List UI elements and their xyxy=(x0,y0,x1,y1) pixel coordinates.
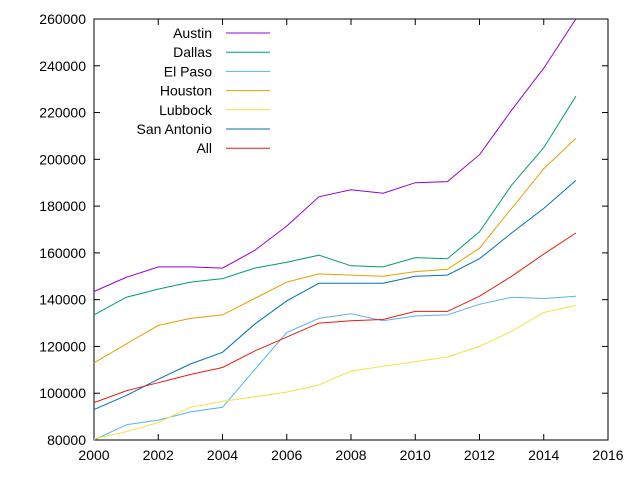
legend-label-lubbock: Lubbock xyxy=(159,102,213,118)
x-tick-label: 2002 xyxy=(143,447,174,463)
y-tick-label: 120000 xyxy=(39,338,86,354)
series-lines xyxy=(93,18,577,441)
y-tick-label: 100000 xyxy=(39,385,86,401)
y-tick-label: 260000 xyxy=(39,11,86,27)
x-tick-label: 2000 xyxy=(78,447,109,463)
legend-label-san-antonio: San Antonio xyxy=(136,121,212,137)
y-tick-label: 200000 xyxy=(39,151,86,167)
legend-label-houston: Houston xyxy=(160,83,212,99)
x-tick-label: 2012 xyxy=(464,447,495,463)
y-tick-label: 140000 xyxy=(39,292,86,308)
legend: Austin Dallas El Paso Houston Lubbock San Ant… xyxy=(136,25,270,156)
series-line-austin xyxy=(93,18,577,292)
series-line-all xyxy=(93,232,577,404)
x-tick-label: 2004 xyxy=(207,447,238,463)
series-line-san-antonio xyxy=(93,180,577,411)
legend-label-el-paso: El Paso xyxy=(164,63,212,79)
tick-labels: 2000 2002 2004 2006 2008 2010 2012 2014 2016 8000… xyxy=(39,11,623,463)
series-line-houston xyxy=(93,137,577,364)
x-tick-label: 2008 xyxy=(335,447,366,463)
series-line-el-paso xyxy=(93,295,576,441)
y-tick-label: 180000 xyxy=(39,198,86,214)
y-tick-label: 80000 xyxy=(47,432,86,448)
series-line-dallas xyxy=(93,95,577,316)
y-tick-label: 240000 xyxy=(39,58,86,74)
x-tick-label: 2014 xyxy=(528,447,559,463)
legend-label-austin: Austin xyxy=(173,25,212,41)
tick-marks xyxy=(93,18,609,441)
y-tick-label: 160000 xyxy=(39,245,86,261)
legend-label-dallas: Dallas xyxy=(173,44,212,60)
legend-label-all: All xyxy=(196,140,212,156)
x-tick-label: 2016 xyxy=(592,447,623,463)
y-tick-label: 220000 xyxy=(39,105,86,121)
x-tick-label: 2006 xyxy=(271,447,302,463)
series-line-lubbock xyxy=(93,305,577,440)
x-tick-label: 2010 xyxy=(400,447,431,463)
